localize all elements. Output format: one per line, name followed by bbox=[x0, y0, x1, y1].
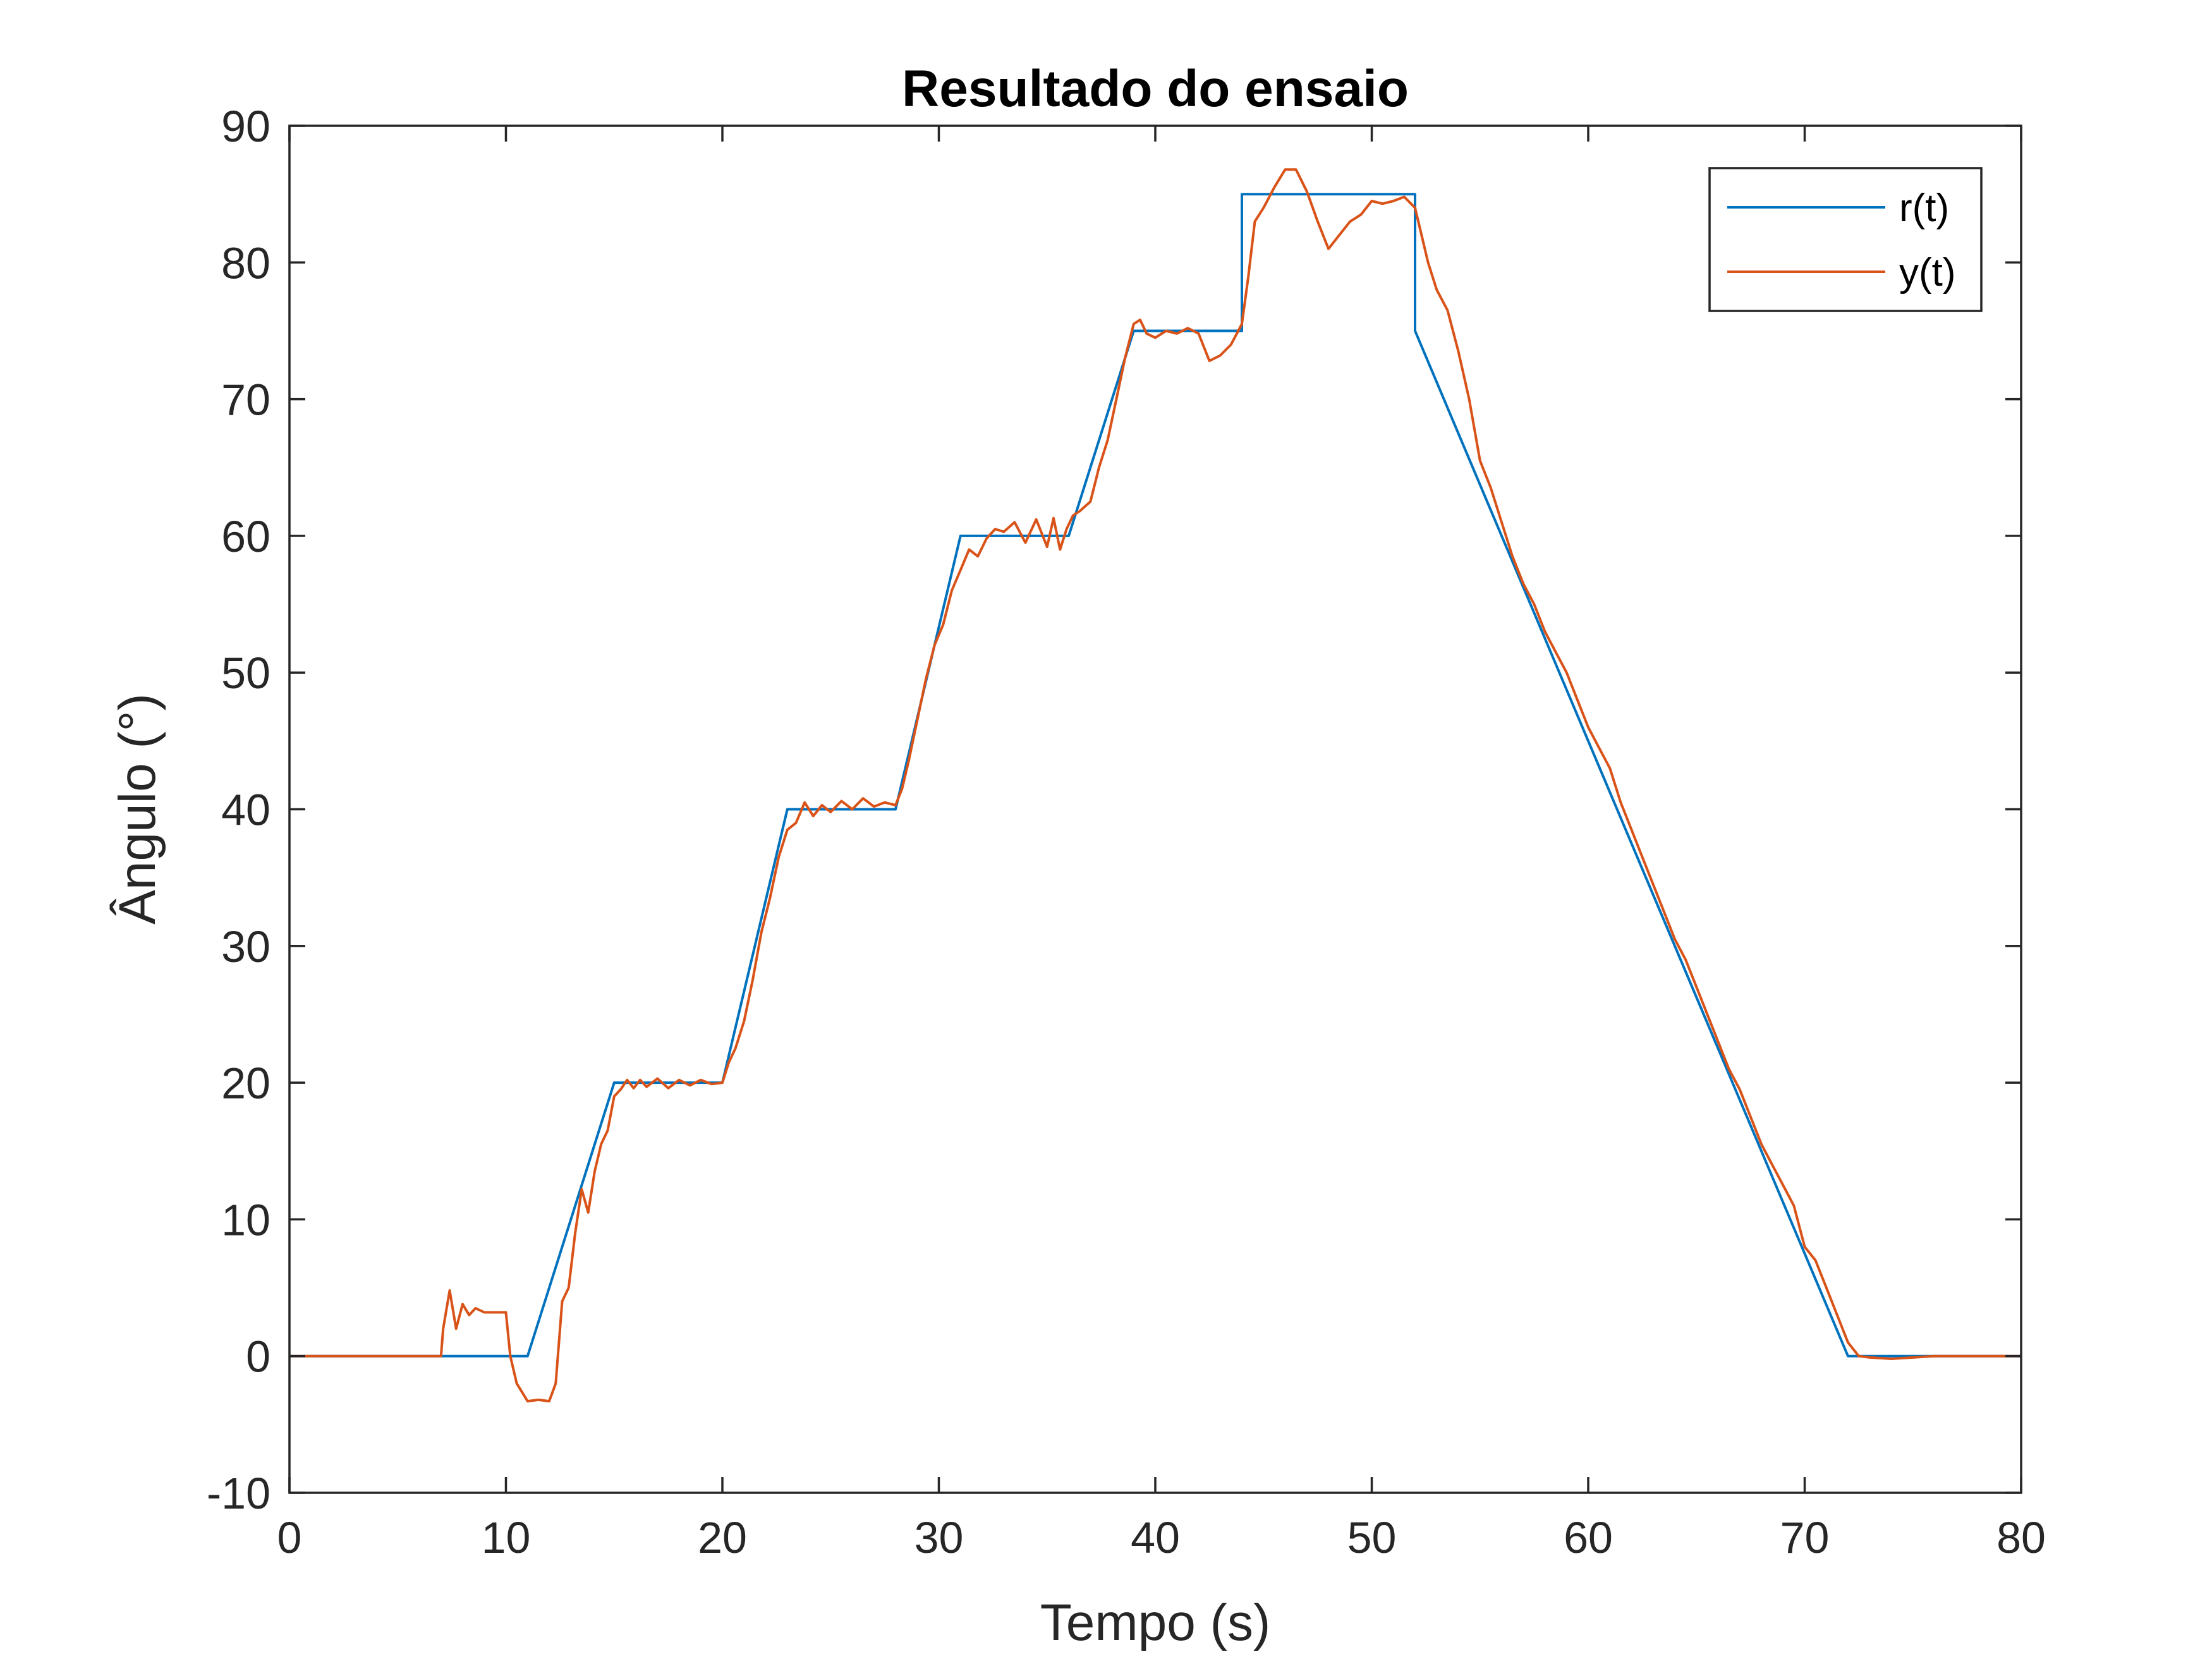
y-tick-label: -10 bbox=[207, 1469, 270, 1518]
x-axis-label: Tempo (s) bbox=[1040, 1594, 1271, 1651]
x-tick-label: 10 bbox=[482, 1513, 531, 1562]
y-tick-label: 40 bbox=[221, 786, 270, 835]
y-tick-label: 50 bbox=[221, 648, 270, 698]
legend-label: r(t) bbox=[1899, 186, 1949, 230]
x-tick-label: 50 bbox=[1347, 1513, 1397, 1562]
y-tick-label: 80 bbox=[221, 238, 270, 288]
x-tick-label: 0 bbox=[277, 1513, 302, 1562]
series-line-y bbox=[289, 168, 2021, 1403]
y-tick-label: 10 bbox=[221, 1195, 270, 1244]
y-tick-label: 60 bbox=[221, 512, 270, 561]
x-tick-label: 60 bbox=[1564, 1513, 1613, 1562]
y-tick-label: 0 bbox=[246, 1332, 270, 1382]
legend-box bbox=[1708, 167, 1983, 312]
plot-background bbox=[289, 126, 2021, 1493]
y-tick-label: 90 bbox=[221, 102, 270, 151]
x-tick-label: 20 bbox=[698, 1513, 747, 1562]
legend: r(t) y(t) bbox=[1708, 167, 1983, 312]
x-tick-label: 80 bbox=[1996, 1513, 2046, 1562]
chart-title: Resultado do ensaio bbox=[902, 60, 1409, 118]
series-layer bbox=[289, 168, 2021, 1403]
y-axis-label: Ângulo (°) bbox=[109, 693, 166, 925]
legend-label: y(t) bbox=[1899, 251, 1956, 295]
y-tick-label: 30 bbox=[221, 922, 270, 971]
x-tick-label: 30 bbox=[915, 1513, 964, 1562]
y-tick-label: 20 bbox=[221, 1059, 270, 1108]
x-tick-label: 40 bbox=[1131, 1513, 1180, 1562]
x-tick-label: 70 bbox=[1780, 1513, 1830, 1562]
y-tick-label: 70 bbox=[221, 375, 270, 425]
